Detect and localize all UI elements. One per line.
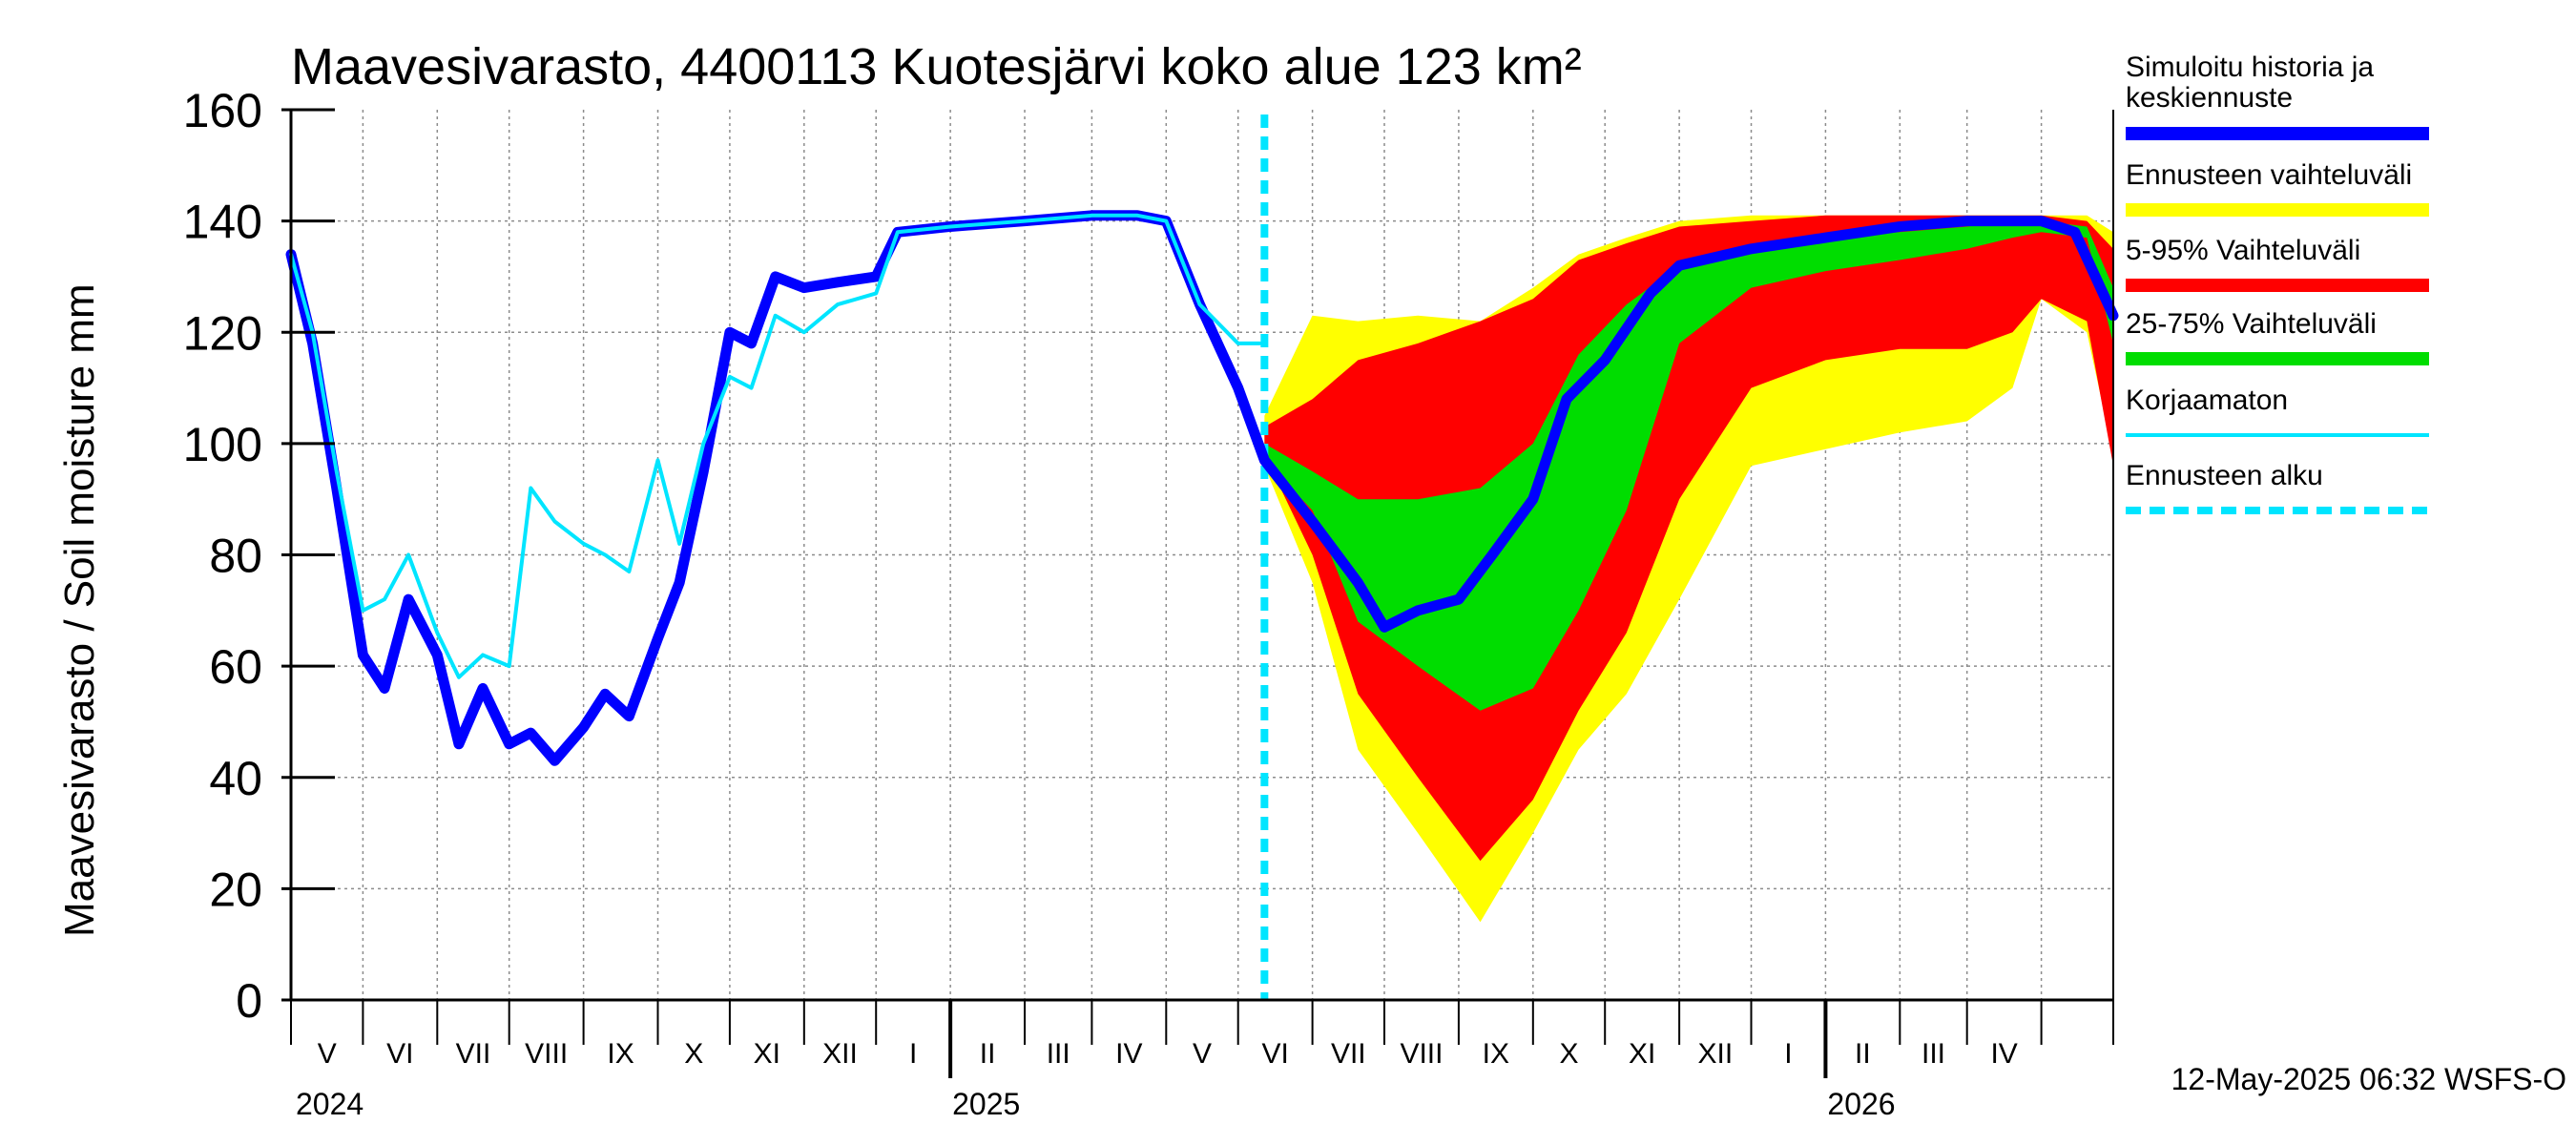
x-tick-label: VIII [525, 1038, 568, 1070]
y-tick-label: 120 [183, 306, 262, 360]
y-tick-label: 160 [183, 84, 262, 137]
x-tick-label: III [1922, 1038, 1945, 1070]
legend-label: Korjaamaton [2126, 385, 2288, 416]
x-tick-label: IV [1990, 1038, 2017, 1070]
x-tick-label: V [1193, 1038, 1212, 1070]
y-axis-label: Maavesivarasto / Soil moisture mm [56, 283, 103, 937]
legend-label: Simuloitu historia ja [2126, 52, 2374, 83]
y-tick-label: 140 [183, 196, 262, 249]
x-tick-label: IV [1115, 1038, 1142, 1070]
legend-label: Ennusteen vaihteluväli [2126, 159, 2412, 191]
x-tick-label: XII [822, 1038, 858, 1070]
x-tick-label: III [1047, 1038, 1070, 1070]
x-tick-label: II [1855, 1038, 1871, 1070]
x-tick-label: II [980, 1038, 996, 1070]
x-tick-label: I [1784, 1038, 1792, 1070]
x-tick-label: VII [456, 1038, 491, 1070]
year-label: 2026 [1827, 1087, 1895, 1121]
x-tick-label: XI [754, 1038, 780, 1070]
year-label: 2024 [296, 1087, 364, 1121]
x-tick-label: VIII [1400, 1038, 1443, 1070]
x-tick-label: VII [1331, 1038, 1366, 1070]
legend-label: Ennusteen alku [2126, 460, 2323, 491]
y-tick-label: 0 [236, 974, 262, 1028]
legend-label: 5-95% Vaihteluväli [2126, 235, 2360, 266]
x-tick-label: XII [1697, 1038, 1733, 1070]
timestamp-label: 12-May-2025 06:32 WSFS-O [2171, 1062, 2566, 1096]
series-line-korjaamaton [289, 213, 1262, 679]
legend-label: keskiennuste [2126, 82, 2293, 114]
band-25-75-vaihteluv-li [1264, 220, 2113, 711]
y-tick-label: 20 [209, 863, 262, 916]
y-tick-label: 80 [209, 530, 262, 583]
x-tick-label: V [318, 1038, 337, 1070]
x-tick-label: I [909, 1038, 917, 1070]
x-tick-label: XI [1629, 1038, 1655, 1070]
y-tick-label: 100 [183, 418, 262, 471]
x-tick-label: IX [1483, 1038, 1509, 1070]
x-tick-label: VI [1261, 1038, 1288, 1070]
x-tick-label: IX [607, 1038, 634, 1070]
x-tick-label: X [684, 1038, 703, 1070]
legend-label: 25-75% Vaihteluväli [2126, 308, 2377, 340]
year-label: 2025 [952, 1087, 1020, 1121]
chart-title: Maavesivarasto, 4400113 Kuotesjärvi koko… [291, 38, 1582, 95]
x-tick-label: X [1560, 1038, 1579, 1070]
y-tick-label: 60 [209, 640, 262, 694]
x-tick-label: VI [386, 1038, 413, 1070]
y-tick-label: 40 [209, 752, 262, 805]
